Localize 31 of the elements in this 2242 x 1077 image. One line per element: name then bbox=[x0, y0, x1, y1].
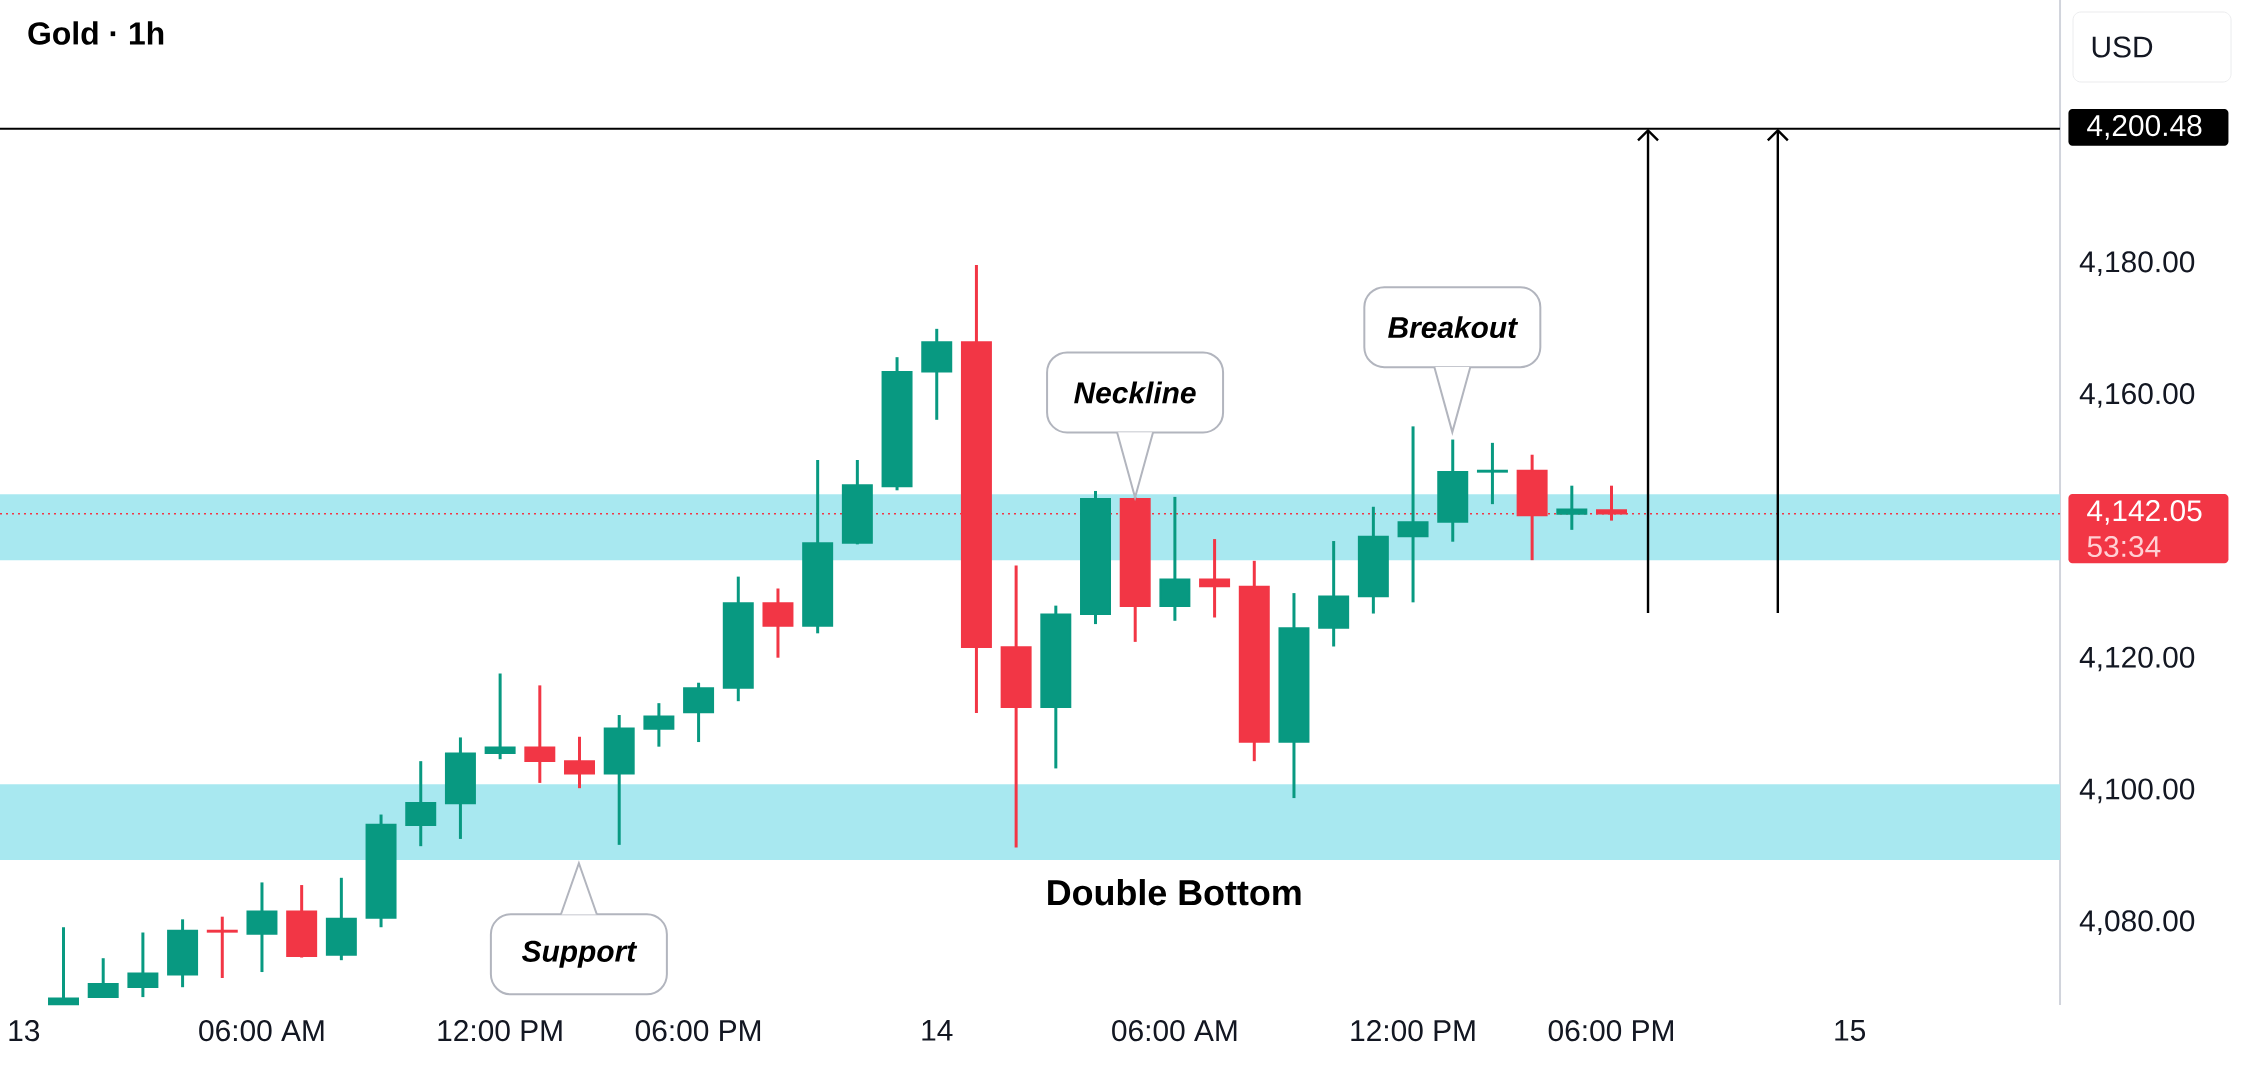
annotation: Support bbox=[521, 940, 638, 968]
x-tick-label: 06:00 PM bbox=[635, 1020, 761, 1042]
ref-line-label: 4,200.48 bbox=[2087, 115, 2202, 140]
x-tick-label: 06:00 AM bbox=[199, 1020, 324, 1042]
x-tick-label: 13 bbox=[9, 1020, 40, 1042]
y-tick-label: 4,120.00 bbox=[2079, 646, 2195, 672]
y-tick-label: 4,100.00 bbox=[2079, 778, 2195, 804]
candlestick bbox=[48, 927, 79, 1006]
x-tick-label: 06:00 PM bbox=[1548, 1020, 1673, 1042]
y-tick-label: 4,080.00 bbox=[2079, 910, 2195, 935]
ref-line-label: 4,142.05 bbox=[2087, 500, 2202, 525]
candlestick bbox=[1476, 441, 1508, 506]
y-tick-label: 4,180.00 bbox=[2079, 251, 2195, 276]
candlestick bbox=[206, 916, 238, 978]
x-tick-label: 15 bbox=[1835, 1020, 1866, 1041]
candlestick bbox=[1397, 426, 1429, 603]
x-tick-label: 12:00 PM bbox=[1351, 1020, 1475, 1042]
annotation: Neckline bbox=[1074, 381, 1196, 404]
x-tick-label: 14 bbox=[922, 1020, 953, 1041]
x-tick-label: 06:00 AM bbox=[1112, 1020, 1237, 1042]
candlestick bbox=[484, 673, 516, 761]
annotation: Double Bottom bbox=[1048, 879, 1301, 906]
text: Gold · 1h bbox=[28, 21, 164, 45]
y-axis-title: USD bbox=[2092, 36, 2153, 58]
candlestick bbox=[1556, 485, 1588, 530]
x-tick-label: 12:00 PM bbox=[438, 1020, 562, 1042]
text: 53:34 bbox=[2087, 535, 2161, 558]
candlestick bbox=[1199, 539, 1231, 618]
y-tick-label: 4,160.00 bbox=[2079, 383, 2195, 408]
annotation: Breakout bbox=[1388, 316, 1519, 339]
candlestick bbox=[524, 685, 556, 783]
